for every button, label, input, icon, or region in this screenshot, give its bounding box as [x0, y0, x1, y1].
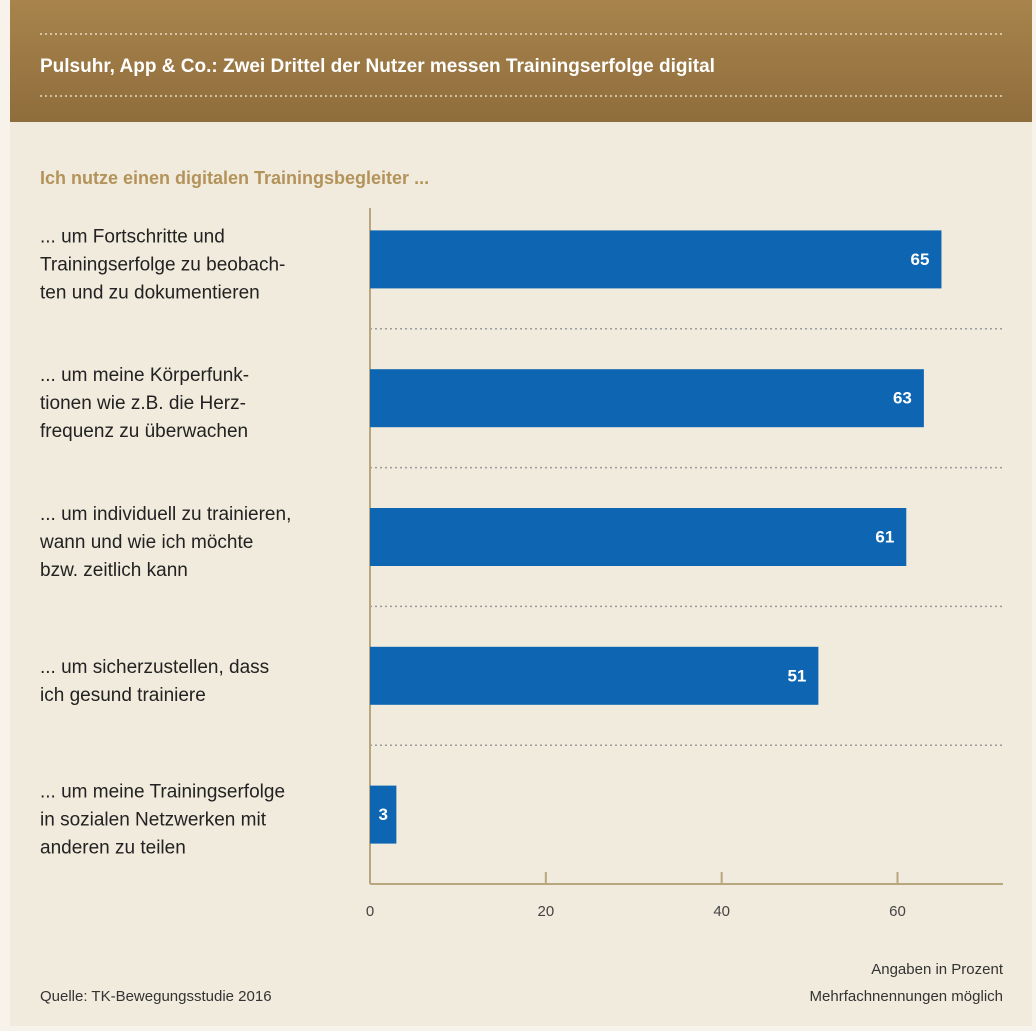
bar — [370, 508, 907, 566]
chart-subtitle: Ich nutze einen digitalen Trainingsbegle… — [40, 168, 429, 188]
bar — [370, 369, 924, 428]
header-band — [10, 0, 1032, 122]
x-tick-label: 0 — [366, 903, 374, 920]
bar — [370, 646, 819, 705]
category-label: ... um individuell zu trainieren, wann un… — [39, 504, 291, 581]
category-label: ... um meine Körperfunk-tionen wie z.B. … — [40, 365, 249, 442]
category-label: ... um sicherzustellen, dass ich gesund t… — [40, 657, 269, 706]
note: Angaben in Prozent — [871, 961, 1004, 978]
x-tick-label: 20 — [537, 903, 554, 920]
x-tick-label: 40 — [713, 903, 730, 920]
value-label: 63 — [893, 389, 912, 408]
value-label: 65 — [911, 250, 930, 269]
value-label: 51 — [787, 666, 806, 685]
source: Quelle: TK-Bewegungsstudie 2016 — [40, 988, 272, 1005]
bar — [370, 230, 942, 289]
value-label: 61 — [875, 527, 894, 546]
category-label: ... um Fortschritte und Trainingserfolge … — [40, 226, 285, 303]
note: Mehrfachnennungen möglich — [810, 988, 1003, 1005]
value-label: 3 — [378, 805, 387, 824]
category-label: ... um meine Trainingserfolge in sozialen… — [40, 782, 285, 859]
chart-title: Pulsuhr, App & Co.: Zwei Drittel der Nut… — [40, 56, 715, 77]
bar — [370, 785, 397, 844]
x-tick-label: 60 — [889, 903, 906, 920]
